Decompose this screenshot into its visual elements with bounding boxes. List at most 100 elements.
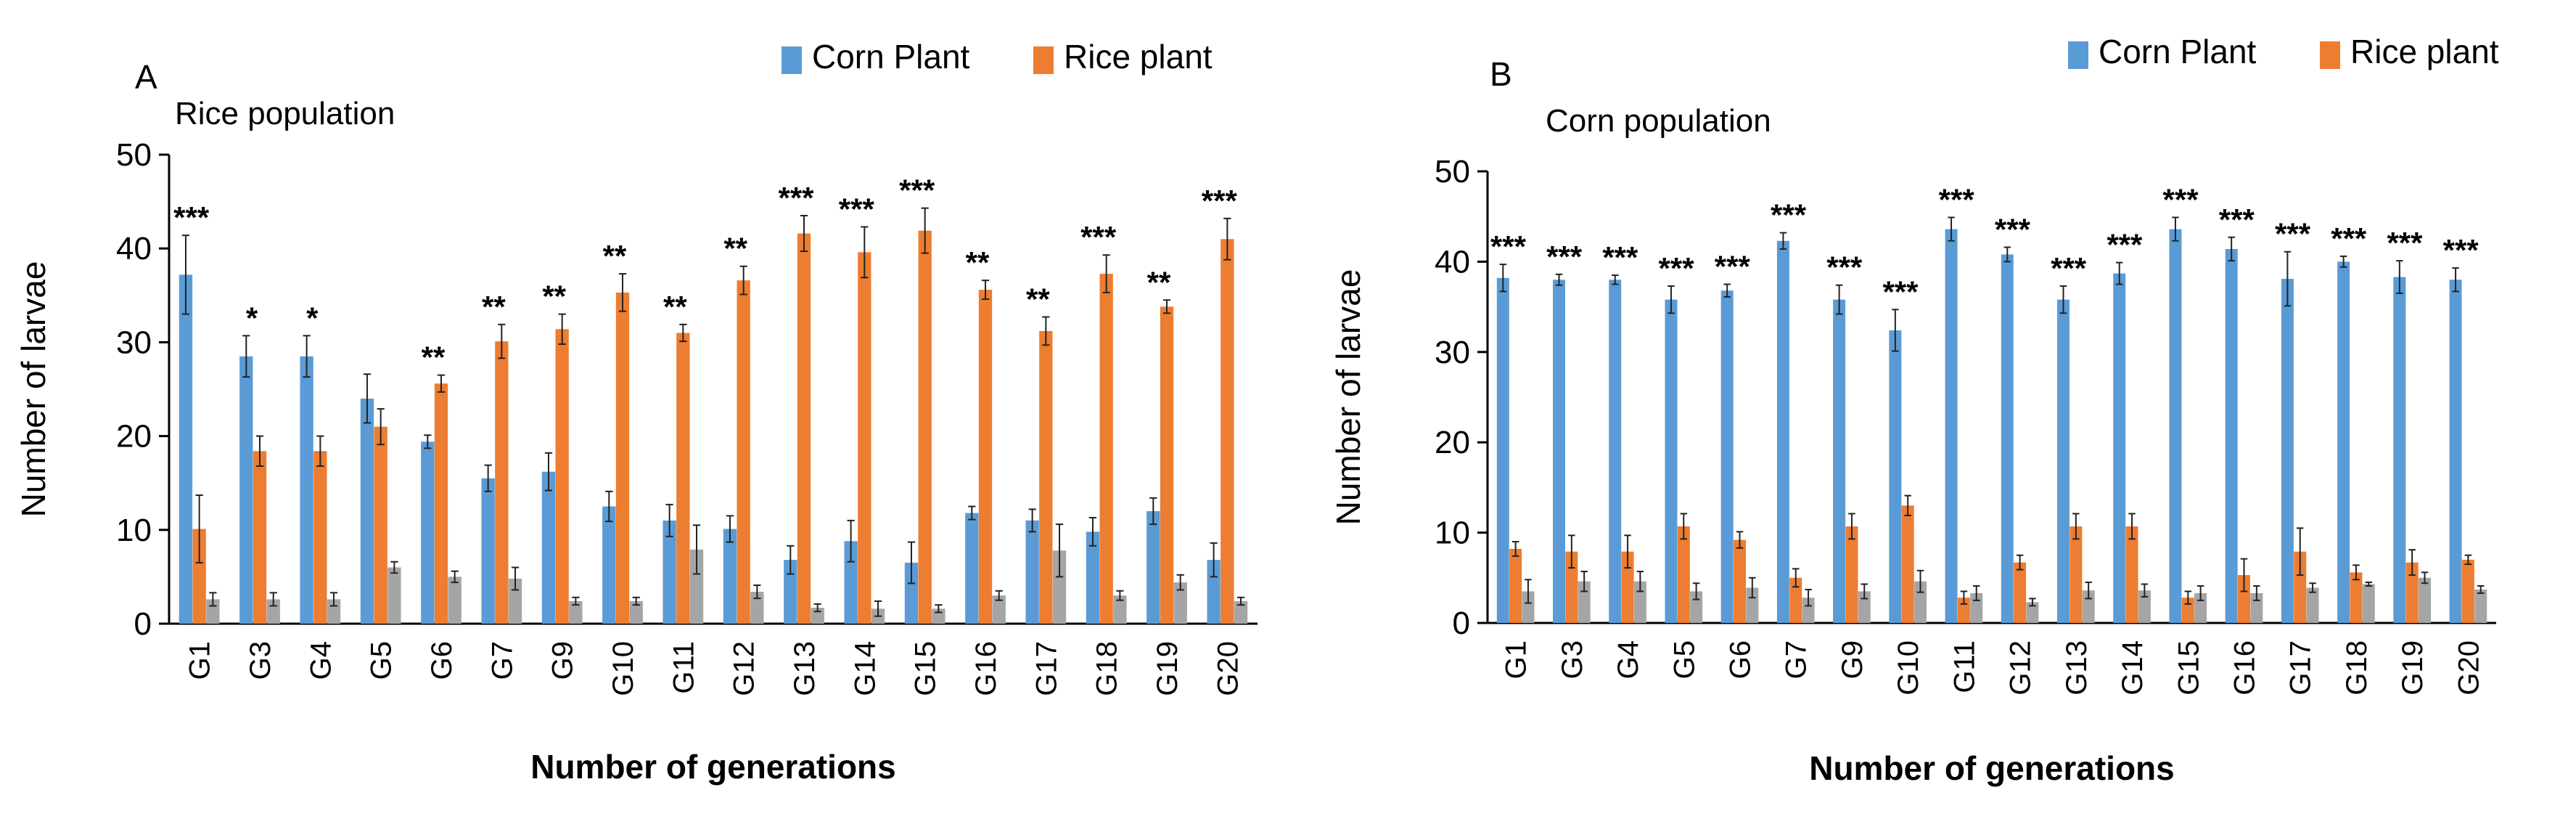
bar-series1-g3 [253, 451, 267, 624]
legend-label-1: Rice plant [2350, 33, 2499, 70]
x-tick-label: G7 [1781, 640, 1813, 679]
legend-label-0: Corn Plant [812, 38, 970, 76]
bar-series0-g13 [2057, 299, 2070, 623]
bar-series0-g11 [1945, 229, 1958, 624]
chart-panel-a: A Rice population 0 10 20 30 40 50 Number of lar… [15, 38, 1258, 786]
bar-series0-g10 [602, 506, 616, 624]
significance-annotation: *** [2387, 226, 2423, 260]
x-tick-label: G16 [970, 641, 1002, 696]
bar-series0-g12 [2001, 254, 2014, 623]
bar-series0-g7 [1776, 240, 1789, 624]
bar-series1-g19 [1160, 306, 1174, 624]
y-tick-label: 30 [1435, 335, 1470, 370]
bar-series1-g15 [918, 230, 932, 624]
bar-series0-g18 [2337, 261, 2350, 623]
x-axis-label: Number of generations [1809, 749, 2175, 787]
bar-series0-g3 [1553, 280, 1565, 623]
x-tick-label: G12 [729, 641, 760, 696]
x-tick-label: G20 [2453, 640, 2485, 696]
x-tick-label: G1 [1501, 640, 1533, 679]
panel-label: A [135, 58, 157, 96]
bar-series1-g18 [1099, 274, 1113, 624]
x-tick-label: G19 [1152, 641, 1184, 696]
bar-series1-g9 [555, 329, 569, 624]
bar-series0-g15 [2169, 229, 2182, 624]
bar-series1-g12 [2014, 562, 2027, 623]
bar-series0-g19 [1147, 510, 1160, 624]
significance-annotation: *** [2107, 228, 2143, 262]
bar-series0-g9 [541, 471, 556, 624]
bar-series2-g10 [629, 600, 643, 624]
bar-series0-g20 [2449, 280, 2462, 623]
bar-series1-g10 [1901, 505, 1914, 623]
legend-swatch-0 [2068, 41, 2088, 69]
bar-series2-g20 [2474, 589, 2487, 623]
significance-annotation: ** [603, 239, 627, 273]
bar-series2-g16 [992, 595, 1006, 624]
bar-series1-g6 [434, 383, 448, 624]
bar-series2-g20 [1234, 600, 1248, 624]
significance-annotation: *** [1882, 274, 1919, 309]
x-tick-label: G15 [910, 641, 942, 696]
bar-series0-g16 [2225, 248, 2238, 623]
significance-annotation: *** [173, 200, 210, 235]
y-tick-label: 10 [1435, 516, 1470, 551]
bar-series0-g7 [481, 478, 495, 624]
bar-series1-g13 [797, 233, 811, 624]
bar-series1-g5 [1677, 526, 1690, 623]
significance-annotation: ** [663, 290, 687, 324]
x-tick-label: G5 [1668, 640, 1700, 679]
bar-series2-g6 [448, 576, 462, 624]
significance-annotation: *** [839, 192, 875, 226]
x-tick-label: G17 [1030, 641, 1062, 696]
bar-series0-g5 [1665, 299, 1678, 623]
y-tick-label: 20 [1435, 425, 1470, 460]
bar-series1-g5 [374, 426, 387, 624]
bar-series2-g9 [569, 600, 583, 624]
bar-series0-g4 [300, 356, 313, 624]
bar-series1-g3 [1565, 551, 1578, 623]
significance-annotation: ** [966, 245, 990, 280]
x-tick-label: G9 [1837, 640, 1869, 679]
bar-series0-g6 [421, 441, 435, 624]
significance-annotation: *** [1490, 229, 1527, 264]
bar-series0-g11 [663, 520, 676, 624]
x-axis-label: Number of generations [530, 748, 896, 786]
bar-series1-g20 [2461, 559, 2474, 623]
y-tick-label: 0 [1453, 606, 1470, 641]
significance-annotation: *** [2051, 251, 2087, 285]
bar-series2-g6 [1746, 587, 1759, 623]
significance-annotation: *** [1546, 240, 1583, 274]
y-tick-label: 20 [116, 419, 152, 455]
x-tick-label: G6 [1725, 640, 1757, 679]
x-tick-label: G4 [305, 641, 337, 680]
bar-series1-g4 [313, 451, 327, 624]
x-tick-label: G9 [547, 641, 579, 680]
bar-series2-g18 [2362, 584, 2375, 623]
bar-series0-g15 [904, 563, 919, 624]
x-tick-label: G11 [668, 641, 700, 694]
bar-series0-g14 [2113, 273, 2126, 623]
bar-series0-g6 [1720, 290, 1734, 623]
x-tick-label: G3 [1556, 640, 1588, 679]
significance-annotation: *** [1995, 212, 2031, 246]
x-tick-label: G15 [2173, 640, 2204, 696]
panel-label: B [1490, 55, 1512, 93]
significance-annotation: *** [899, 174, 935, 208]
significance-annotation: *** [2163, 182, 2199, 216]
significance-annotation: *** [2275, 217, 2311, 251]
bar-series0-g5 [360, 398, 374, 624]
y-tick-label: 0 [134, 606, 152, 642]
y-tick-label: 40 [116, 231, 152, 266]
significance-annotation: *** [1715, 250, 1751, 284]
bar-series2-g12 [2026, 602, 2039, 623]
significance-annotation: *** [1826, 250, 1863, 285]
bar-series1-g6 [1734, 539, 1746, 623]
bar-series0-g12 [723, 529, 737, 624]
significance-annotation: ** [1147, 265, 1171, 299]
bar-series1-g4 [1621, 551, 1634, 623]
x-tick-label: G14 [2117, 640, 2149, 696]
x-tick-label: G20 [1212, 641, 1244, 696]
bar-series0-g9 [1833, 299, 1846, 623]
bar-series1-g14 [2125, 526, 2138, 623]
